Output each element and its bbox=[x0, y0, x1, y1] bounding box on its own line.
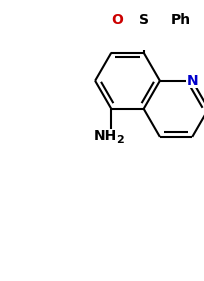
Text: O: O bbox=[111, 13, 122, 27]
Text: NH: NH bbox=[94, 129, 117, 143]
Text: S: S bbox=[138, 13, 148, 27]
Text: 2: 2 bbox=[115, 135, 123, 145]
Text: N: N bbox=[186, 74, 197, 88]
Text: Ph: Ph bbox=[170, 13, 190, 27]
